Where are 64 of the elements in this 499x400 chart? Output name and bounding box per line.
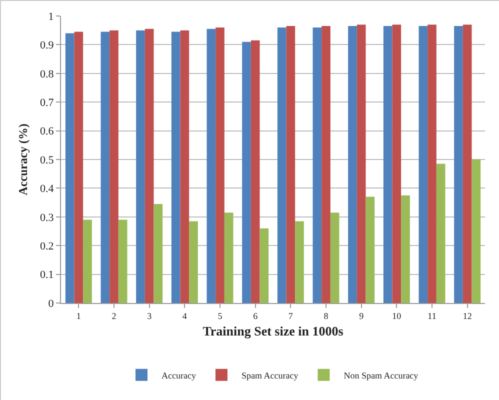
bar (286, 26, 296, 303)
bar (189, 221, 198, 303)
bar (74, 32, 84, 303)
bar (356, 24, 366, 303)
x-tick-label: 4 (182, 310, 188, 321)
y-tick-label: 0 (48, 298, 54, 310)
y-tick-label: 1 (48, 10, 54, 23)
bar (322, 26, 330, 303)
bar (154, 204, 163, 303)
bar (224, 212, 234, 303)
bar (136, 30, 145, 303)
bar (110, 30, 118, 303)
bar (383, 26, 392, 303)
bar (418, 26, 428, 303)
bar (436, 164, 446, 303)
legend-label: Accuracy (162, 370, 196, 380)
y-tick-label: 0.8 (40, 68, 54, 80)
y-tick-label: 0.3 (40, 212, 54, 224)
x-tick-label: 10 (392, 310, 402, 321)
bar (428, 24, 436, 303)
y-tick-label: 0.5 (40, 154, 54, 166)
bar (330, 212, 340, 303)
bar (277, 27, 286, 303)
y-axis-title: Accuracy (%) (16, 124, 30, 196)
bar (295, 221, 304, 303)
x-tick-label: 1 (76, 310, 81, 321)
bar (144, 28, 154, 303)
bar (260, 228, 269, 303)
bar (83, 220, 92, 303)
bar (462, 24, 472, 303)
bar (392, 24, 402, 303)
x-tick-label: 12 (462, 310, 472, 321)
bar (472, 160, 481, 303)
bar (180, 30, 190, 303)
x-tick-label: 6 (253, 310, 258, 321)
bar (312, 27, 322, 303)
bar (65, 33, 74, 303)
y-tick-label: 0.7 (40, 96, 54, 109)
legend-label: Spam Accuracy (241, 370, 299, 380)
bar (401, 195, 410, 303)
legend-label: Non Spam Accuracy (344, 370, 419, 380)
bar (366, 196, 375, 303)
bar (454, 26, 463, 303)
x-tick-label: 8 (324, 310, 329, 321)
x-axis-title: Training Set size in 1000s (202, 323, 344, 338)
bar (206, 28, 216, 303)
x-tick-label: 7 (288, 310, 294, 321)
x-tick-label: 5 (218, 310, 223, 321)
y-tick-label: 0.6 (40, 126, 54, 138)
y-tick-label: 0.2 (40, 240, 54, 252)
x-tick-label: 2 (112, 310, 116, 321)
y-tick-label: 0.4 (40, 183, 54, 196)
bar (216, 27, 224, 303)
bar (250, 40, 260, 303)
bar (100, 32, 110, 303)
bar (242, 42, 251, 303)
x-tick-label: 9 (359, 310, 364, 321)
x-tick-label: 11 (428, 310, 436, 321)
y-tick-label: 0.1 (40, 269, 54, 282)
y-tick-label: 0.9 (40, 40, 54, 52)
bar (118, 220, 128, 303)
x-tick-label: 3 (147, 310, 152, 321)
bar (348, 26, 357, 303)
bar (171, 32, 180, 303)
